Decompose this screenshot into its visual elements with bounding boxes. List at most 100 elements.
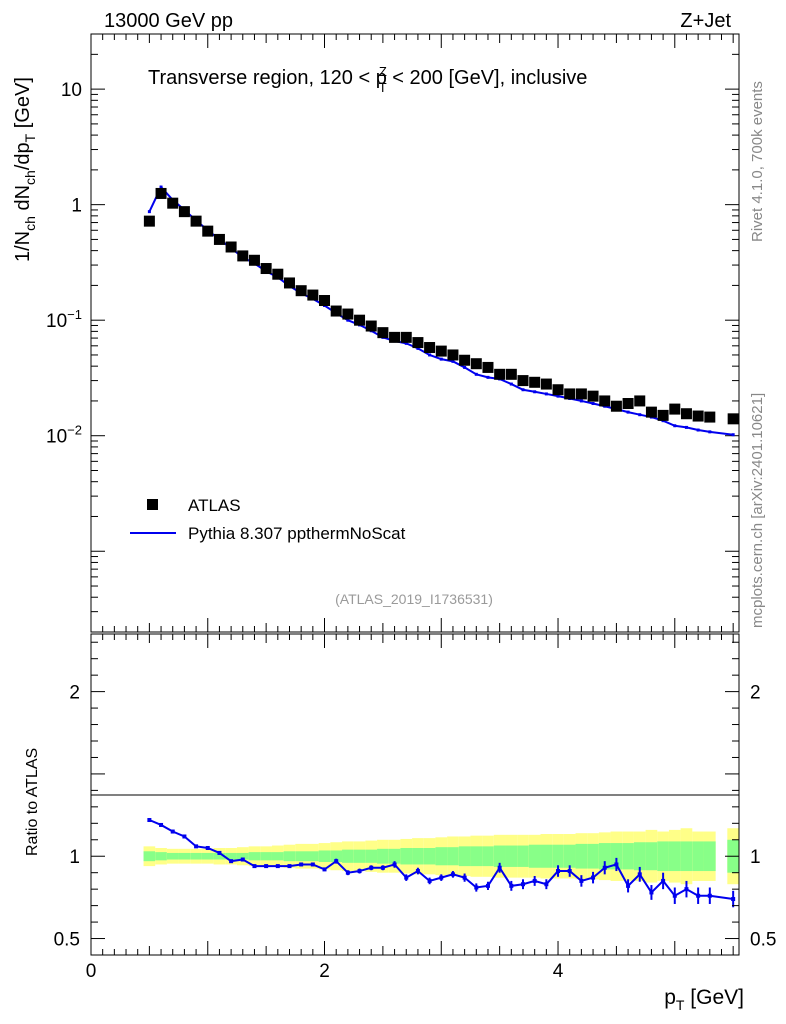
ratio-band-inner	[295, 851, 307, 862]
atlas-point	[389, 331, 401, 343]
ratio-band-inner	[318, 850, 331, 862]
x-tick-label: 2	[319, 961, 330, 982]
ratio-point	[556, 869, 561, 874]
mcplots-label: mcplots.cern.ch [arXiv:2401.10621]	[749, 393, 766, 628]
atlas-point	[307, 289, 319, 301]
ratio-band-inner	[412, 848, 424, 865]
mc-point	[404, 341, 408, 345]
atlas-point	[400, 331, 412, 343]
ratio-point	[427, 878, 432, 883]
ratio-point	[205, 846, 210, 850]
mc-point	[591, 402, 595, 406]
atlas-point	[190, 215, 202, 227]
ratio-point	[532, 878, 537, 883]
atlas-point	[622, 398, 634, 410]
ratio-band-inner	[552, 844, 564, 868]
mc-series-ratio	[147, 818, 736, 908]
atlas-point	[342, 308, 354, 320]
mc-point	[474, 372, 478, 376]
ratio-point	[287, 864, 292, 869]
mc-point	[731, 433, 735, 437]
ratio-point	[509, 883, 514, 888]
ratio-band-inner	[342, 849, 354, 863]
ratio-point	[299, 862, 304, 867]
atlas-point	[330, 305, 342, 317]
legend: ATLAS Pythia 8.307 ppthermNoScat	[130, 496, 406, 543]
mc-point	[509, 382, 513, 386]
main-y-tick-label: 10−2	[46, 423, 82, 448]
atlas-point	[354, 314, 366, 326]
ratio-band-inner	[482, 846, 494, 867]
ratio-band-inner	[365, 849, 378, 863]
ratio-band-inner	[458, 846, 471, 867]
atlas-point	[599, 395, 611, 407]
ratio-band-inner	[657, 841, 669, 872]
atlas-point	[587, 390, 599, 402]
atlas-point	[202, 225, 214, 237]
ratio-band-inner	[248, 852, 261, 861]
atlas-point	[529, 376, 541, 388]
ratio-panel: 0.5 0.5 1 1 2 2 0 2 4 Ratio to ATLAS pT [GeV]	[24, 633, 776, 1013]
ratio-point	[357, 869, 362, 874]
atlas-point	[319, 295, 331, 307]
atlas-point	[143, 215, 155, 227]
ratio-band-inner	[213, 852, 226, 860]
ratio-band-inner	[622, 843, 634, 870]
mc-point	[673, 424, 677, 428]
ratio-point	[485, 883, 490, 888]
main-y-tick-label: 1	[71, 196, 82, 217]
ratio-point	[672, 893, 677, 898]
ratio-band-inner	[610, 843, 623, 870]
atlas-point	[424, 342, 436, 354]
ratio-band-inner	[668, 841, 681, 872]
ratio-point	[567, 869, 572, 874]
main-y-tick-label: 10−1	[46, 307, 82, 332]
ratio-band-inner	[575, 843, 588, 869]
ratio-y-tick-label: 1	[69, 847, 80, 868]
mc-point	[521, 388, 525, 392]
ratio-band-inner	[388, 848, 401, 864]
ratio-point	[696, 893, 701, 898]
ratio-point	[345, 870, 350, 875]
mc-point	[486, 375, 490, 379]
mc-point	[439, 357, 443, 361]
mc-series-main	[147, 185, 735, 437]
ratio-band-inner	[447, 847, 459, 866]
ratio-band-inner	[400, 848, 413, 865]
atlas-point	[517, 375, 529, 387]
ratio-band-inner	[201, 852, 214, 860]
ratio-point	[707, 893, 712, 898]
header-energy-label: 13000 GeV pp	[104, 10, 233, 32]
ratio-y-axis-label: Ratio to ATLAS	[24, 748, 41, 856]
ratio-point	[415, 869, 420, 874]
atlas-point	[225, 241, 237, 253]
atlas-point	[447, 349, 459, 361]
atlas-point	[213, 233, 225, 245]
atlas-point	[155, 187, 167, 199]
ratio-point	[380, 865, 385, 870]
x-tick-label: 0	[86, 961, 97, 982]
ratio-point	[614, 862, 619, 867]
atlas-point	[295, 285, 307, 297]
ratio-point	[474, 885, 479, 890]
ratio-frame	[90, 633, 740, 956]
atlas-point	[494, 368, 506, 380]
mc-point	[147, 210, 151, 214]
ratio-band-inner	[330, 850, 343, 862]
mc-point	[428, 353, 432, 357]
ratio-band-inner	[353, 849, 366, 863]
ratio-point	[439, 875, 444, 880]
ratio-band-inner	[283, 851, 296, 862]
atlas-point	[377, 327, 389, 339]
atlas-point	[610, 400, 622, 412]
atlas-point	[575, 388, 587, 400]
mc-point	[638, 413, 642, 417]
ratio-band-inner	[423, 848, 436, 865]
ratio-point	[731, 897, 736, 902]
mc-point	[544, 392, 548, 396]
ratio-band-inner	[587, 843, 599, 869]
mc-point	[533, 390, 537, 394]
mc-line	[148, 185, 734, 436]
atlas-point	[727, 413, 739, 425]
